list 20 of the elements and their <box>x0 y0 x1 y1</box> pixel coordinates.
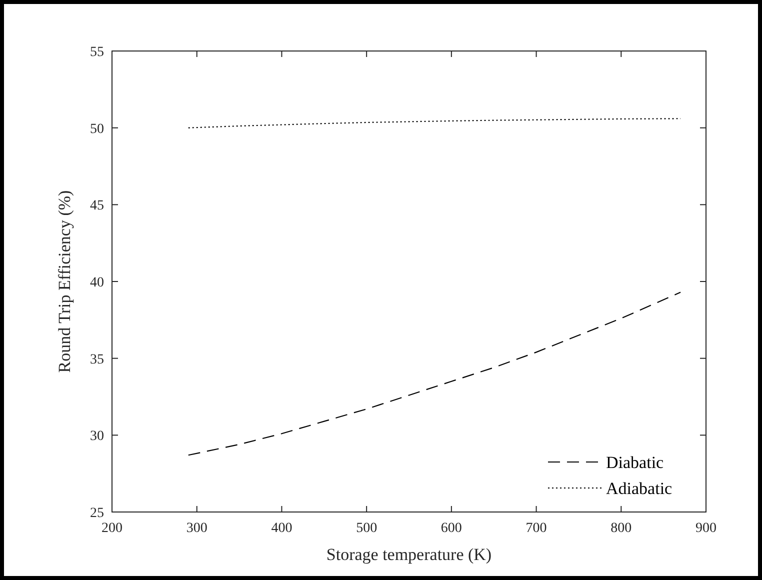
legend-label: Diabatic <box>606 453 664 472</box>
line-series <box>188 292 682 456</box>
y-tick-label: 45 <box>90 198 104 214</box>
x-tick-label: 900 <box>696 521 716 536</box>
x-tick-label: 400 <box>271 521 292 536</box>
y-tick-label: 40 <box>90 276 104 290</box>
y-tick-label: 35 <box>90 352 104 368</box>
x-tick-label: 500 <box>356 521 378 536</box>
x-tick-label: 600 <box>440 521 462 536</box>
y-tick-label: 50 <box>90 122 104 137</box>
x-axis-title: Storage temperature (K) <box>326 545 492 564</box>
x-tick-label: 300 <box>186 521 208 536</box>
y-tick-label: 25 <box>90 506 104 521</box>
x-tick-label: 700 <box>526 521 547 536</box>
y-tick-label: 55 <box>90 45 104 60</box>
legend-label: Adiabatic <box>606 479 673 498</box>
y-tick-label: 30 <box>90 429 104 444</box>
x-tick-label: 200 <box>102 521 122 536</box>
x-tick-label: 800 <box>610 521 632 536</box>
y-axis-title: Round Trip Efficiency (%) <box>55 190 74 373</box>
